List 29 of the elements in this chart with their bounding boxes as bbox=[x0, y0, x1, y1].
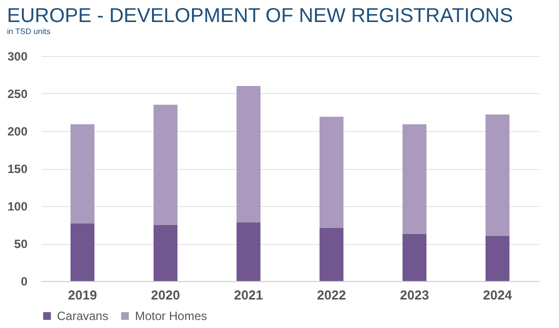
y-tick-label: 100 bbox=[7, 200, 28, 214]
bar bbox=[486, 236, 510, 281]
x-tick-label: 2020 bbox=[151, 288, 180, 302]
bar bbox=[486, 114, 510, 236]
y-tick-label: 250 bbox=[7, 87, 28, 101]
bar bbox=[70, 124, 94, 224]
y-tick-label: 150 bbox=[7, 162, 28, 176]
x-tick-label: 2023 bbox=[400, 288, 429, 302]
y-tick-label: 50 bbox=[14, 237, 28, 251]
legend-label: Motor Homes bbox=[135, 309, 208, 323]
bar bbox=[320, 228, 344, 281]
chart-subtitle: in TSD units bbox=[6, 27, 50, 36]
y-tick-label: 0 bbox=[20, 274, 28, 288]
x-tick-label: 2019 bbox=[68, 288, 97, 302]
chart-title: EUROPE - DEVELOPMENT OF NEW REGISTRATIONS bbox=[6, 5, 513, 27]
x-tick-label: 2021 bbox=[234, 288, 263, 302]
legend-label: Caravans bbox=[57, 309, 108, 323]
bar bbox=[70, 223, 94, 281]
bar bbox=[154, 104, 178, 225]
bar bbox=[402, 234, 426, 281]
y-tick-label: 200 bbox=[7, 124, 28, 138]
bar bbox=[236, 222, 260, 281]
bar bbox=[236, 86, 260, 222]
x-tick-label: 2022 bbox=[317, 288, 346, 302]
bar bbox=[154, 224, 178, 281]
y-tick-label: 300 bbox=[7, 50, 28, 64]
bar bbox=[402, 124, 426, 234]
x-tick-label: 2024 bbox=[483, 288, 513, 302]
bar bbox=[320, 116, 344, 228]
